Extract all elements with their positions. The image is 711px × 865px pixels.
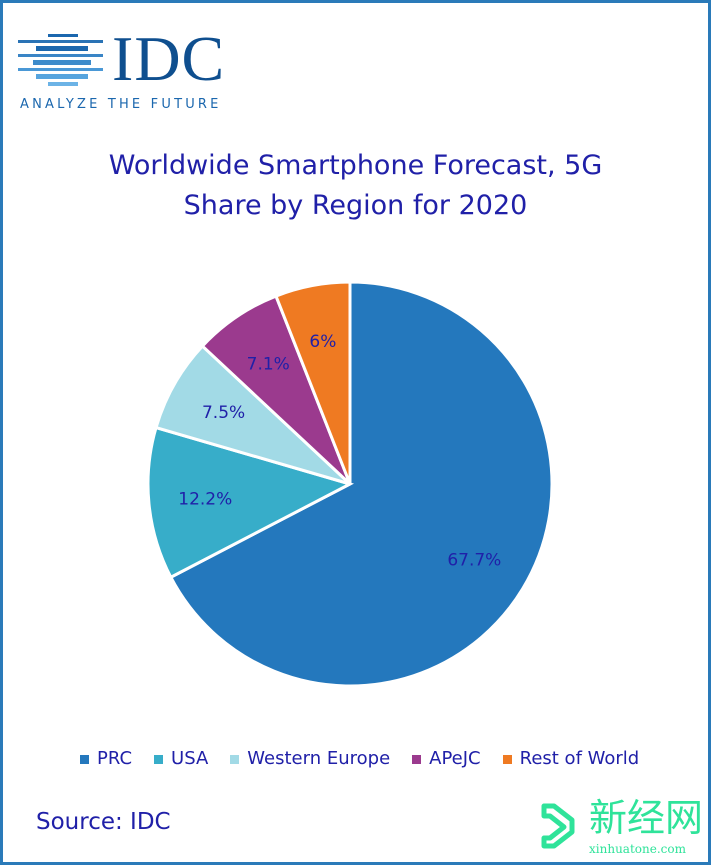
idc-logo-icon <box>18 34 103 86</box>
data-label: 7.5% <box>202 403 245 423</box>
watermark-url: xinhuatone.com <box>589 842 686 856</box>
chart-title: Worldwide Smartphone Forecast, 5G Share … <box>0 146 711 226</box>
legend-label: USA <box>171 748 209 769</box>
legend-swatch <box>412 754 422 764</box>
data-label: 7.1% <box>247 355 290 375</box>
watermark-name: 新经网 <box>589 796 704 840</box>
legend-label: PRC <box>97 748 133 769</box>
pie-chart: 67.7% 12.2% 7.5% 7.1% 6% <box>146 280 554 688</box>
legend-label: Rest of World <box>519 748 640 769</box>
watermark-logo-icon <box>541 803 575 849</box>
legend-item-usa: USA <box>154 748 208 770</box>
title-line-1: Worldwide Smartphone Forecast, 5G <box>108 150 603 181</box>
data-label: 6% <box>309 332 336 352</box>
legend-swatch <box>230 754 240 764</box>
legend-label: Western Europe <box>247 748 391 769</box>
legend-swatch <box>502 754 512 764</box>
logo-tagline: ANALYZE THE FUTURE <box>20 97 222 112</box>
data-label: 67.7% <box>447 550 501 570</box>
title-line-2: Share by Region for 2020 <box>183 190 528 221</box>
legend-item-prc: PRC <box>80 748 132 770</box>
legend-swatch <box>80 754 89 764</box>
data-label: 12.2% <box>178 489 232 509</box>
pie-slice-prc <box>168 280 554 688</box>
legend-label: APeJC <box>429 748 481 769</box>
logo-brand: IDC <box>112 23 226 94</box>
legend-item-rest-of-world: Rest of World <box>502 748 640 770</box>
source-note: Source: IDC <box>36 809 171 835</box>
legend-item-western-europe: Western Europe <box>230 748 390 770</box>
legend-item-apejc: APeJC <box>412 748 481 770</box>
legend: PRC USA Western Europe APeJC Rest of Wor… <box>80 748 639 770</box>
pie-slice-usa <box>146 425 355 580</box>
pie-slice-rest-of-world <box>274 280 352 485</box>
legend-swatch <box>154 754 164 764</box>
